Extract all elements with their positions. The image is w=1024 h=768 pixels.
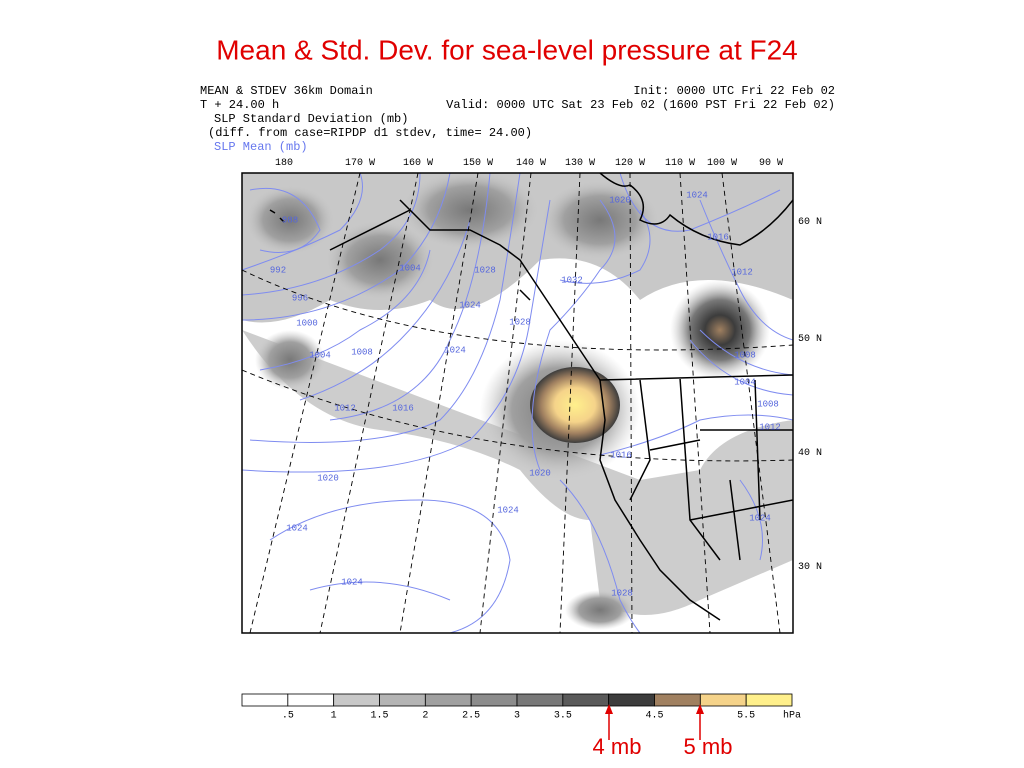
contour-label: 1024	[459, 300, 481, 310]
header-line: SLP Mean (mb)	[214, 140, 308, 154]
colorbar-label: 2.5	[462, 711, 480, 722]
header-line: (diff. from case=RIPDP d1 stdev, time= 2…	[208, 126, 532, 140]
latitude-label: 50 N	[798, 334, 822, 345]
contour-label: 1020	[317, 473, 339, 483]
contour-label: 1028	[509, 317, 531, 327]
contour-label: 1008	[351, 347, 373, 357]
annotation: 5 mb	[684, 734, 733, 759]
colorbar-label: 5.5	[737, 711, 755, 722]
colorbar-swatch	[745, 693, 793, 707]
contour-label: 1020	[609, 195, 631, 205]
contour-label: 1024	[749, 513, 771, 523]
longitude-label: 170 W	[345, 158, 375, 169]
contour-label: 1004	[399, 263, 421, 273]
colorbar-label: 3	[514, 711, 520, 722]
colorbar-swatch	[654, 693, 701, 707]
colorbar-swatch	[699, 693, 747, 707]
colorbar: .5 1 1.5 2 2.5 3 3.5 4.5 5.5 hPa	[241, 693, 801, 722]
longitude-label: 90 W	[759, 158, 783, 169]
longitude-label: 150 W	[463, 158, 493, 169]
latitude-label: 40 N	[798, 448, 822, 459]
contour-labels: 988 992 996 1000 1004 1008 1012 1016 102…	[270, 190, 781, 598]
contour-label: 1024	[444, 345, 466, 355]
colorbar-swatch	[287, 693, 335, 707]
slide-title: Mean & Std. Dev. for sea-level pressure …	[216, 34, 798, 65]
mean-contours	[242, 173, 793, 633]
longitude-label: 180	[275, 158, 293, 169]
contour-label: 1004	[309, 350, 331, 360]
map: 988 992 996 1000 1004 1008 1012 1016 102…	[242, 173, 793, 633]
contour-label: 1016	[707, 232, 729, 242]
contour-label: 1016	[610, 450, 632, 460]
contour-label: 996	[292, 293, 308, 303]
header-valid: Valid: 0000 UTC Sat 23 Feb 02 (1600 PST …	[446, 98, 835, 112]
header-init: Init: 0000 UTC Fri 22 Feb 02	[633, 84, 835, 98]
graticule	[242, 173, 793, 633]
annotations: 4 mb 5 mb	[593, 704, 733, 759]
colorbar-swatch	[562, 693, 610, 707]
longitude-label: 110 W	[665, 158, 695, 169]
contour-label: 1028	[611, 588, 633, 598]
colorbar-swatch	[241, 693, 289, 707]
arrow-head	[605, 704, 613, 714]
colorbar-unit: hPa	[783, 710, 801, 722]
colorbar-swatch	[333, 693, 380, 707]
colorbar-swatch	[608, 693, 655, 707]
colorbar-swatch	[470, 693, 518, 707]
coastlines	[269, 173, 793, 621]
contour-label: 1008	[757, 399, 779, 409]
latitude-label: 60 N	[798, 217, 822, 228]
contour-label: 1028	[474, 265, 496, 275]
longitude-label: 120 W	[615, 158, 645, 169]
colorbar-label: 4.5	[645, 711, 663, 722]
latitude-label: 30 N	[798, 562, 822, 573]
longitude-label: 160 W	[403, 158, 433, 169]
contour-label: 1004	[734, 377, 756, 387]
contour-label: 1012	[759, 422, 781, 432]
colorbar-swatch	[424, 693, 472, 707]
contour-label: 992	[270, 265, 286, 275]
colorbar-label: .5	[282, 711, 294, 722]
contour-label: 1012	[334, 403, 356, 413]
contour-label: 988	[282, 215, 298, 225]
contour-label: 1016	[392, 403, 414, 413]
colorbar-label: 2	[422, 711, 428, 722]
contour-label: 1020	[529, 468, 551, 478]
colorbar-label: 3.5	[554, 711, 572, 722]
latitude-labels: 60 N 50 N 40 N 30 N	[798, 217, 822, 573]
header-line: T + 24.00 h	[200, 98, 279, 112]
longitude-label: 130 W	[565, 158, 595, 169]
colorbar-swatch	[379, 693, 426, 707]
longitude-label: 140 W	[516, 158, 546, 169]
header-line: MEAN & STDEV 36km Domain	[200, 84, 373, 98]
contour-label: 1024	[341, 577, 363, 587]
contour-label: 1032	[561, 275, 583, 285]
contour-label: 1000	[296, 318, 318, 328]
header-line: SLP Standard Deviation (mb)	[214, 112, 408, 126]
contour-label: 1012	[731, 267, 753, 277]
contour-label: 1008	[734, 350, 756, 360]
arrow-head	[696, 704, 704, 714]
contour-label: 1024	[286, 523, 308, 533]
colorbar-label: 1.5	[370, 711, 388, 722]
contour-label: 1024	[686, 190, 708, 200]
longitude-labels: 180 170 W 160 W 150 W 140 W 130 W 120 W …	[275, 158, 783, 169]
longitude-label: 100 W	[707, 158, 737, 169]
contour-label: 1024	[497, 505, 519, 515]
colorbar-swatch	[516, 693, 564, 707]
map-frame	[241, 172, 794, 634]
annotation: 4 mb	[593, 734, 642, 759]
colorbar-label: 1	[331, 711, 337, 722]
